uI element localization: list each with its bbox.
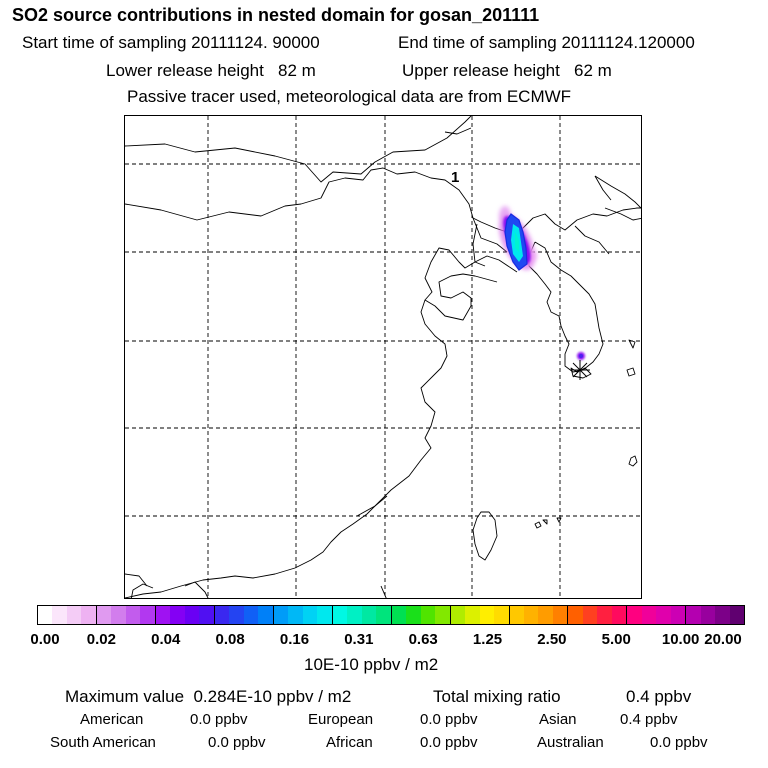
colorbar-swatch [332,606,348,624]
region-value: 0.0 ppbv [420,734,478,751]
colorbar-swatch [140,606,156,624]
region-name: Australian [537,734,604,751]
colorbar-swatch [420,606,436,624]
colorbar-swatch [376,606,392,624]
total-mixing-ratio-value: 0.4 ppbv [626,687,692,706]
colorbar-swatch [435,606,451,624]
region-value: 0.0 ppbv [420,711,478,728]
region-name: South American [50,734,156,751]
colorbar-swatch [700,606,716,624]
colorbar-swatch [229,606,244,624]
colorbar-swatch [361,606,377,624]
colorbar-swatch [656,606,671,624]
colorbar-swatch [715,606,730,624]
region-value: 0.0 ppbv [190,711,248,728]
colorbar-swatch [450,606,466,624]
colorbar-units: 10E-10 ppbv / m2 [304,655,439,674]
colorbar-swatch [96,606,112,624]
colorbar-tick-label: 0.63 [408,631,438,648]
region-value: 0.0 ppbv [650,734,708,751]
colorbar-swatch [552,606,569,624]
map-canvas: 1 [125,116,641,598]
colorbar-swatch [81,606,97,624]
colorbar-swatch [125,606,141,624]
colorbar-swatch [52,606,67,624]
colorbar-swatch [317,606,333,624]
colorbar-swatch [568,606,583,624]
colorbar-swatch [302,606,318,624]
colorbar-swatch [243,606,259,624]
so2-concentration-plume [499,206,585,360]
start-time-label: Start time of sampling 20111124. 90000 [22,33,320,52]
colorbar-swatch [406,606,421,624]
upper-release-height: Upper release height 62 m [402,61,612,80]
colorbar-swatch [273,606,289,624]
region-name: European [308,711,374,728]
colorbar-tick-label: 0.16 [279,631,310,648]
maximum-value: Maximum value 0.284E-10 ppbv / m2 [65,687,352,706]
colorbar-swatch [347,606,362,624]
colorbar-swatch [670,606,687,624]
region-name: Asian [539,711,577,728]
colorbar-swatch [582,606,598,624]
colorbar-swatch [66,606,82,624]
colorbar-tick-label: 0.08 [215,631,245,648]
lat-lon-grid [125,116,641,598]
gosan-site-marker [570,360,590,380]
colorbar-tick-label: 0.00 [30,631,60,648]
region-value: 0.4 ppbv [620,711,678,728]
colorbar-swatch [479,606,495,624]
colorbar-swatch [111,606,126,624]
coastlines-borders [125,116,641,598]
map-panel: 1 [124,115,642,599]
colorbar-swatch [465,606,480,624]
colorbar-tick-label: 5.00 [601,631,631,648]
colorbar-tick-label: 10.00 [661,631,700,648]
colorbar-swatch [170,606,185,624]
colorbar-tick-label: 0.31 [344,631,374,648]
plot-title: SO2 source contributions in nested domai… [12,5,540,25]
total-mixing-ratio-label: Total mixing ratio [433,687,561,706]
colorbar-swatch [686,606,701,624]
colorbar [37,605,745,625]
region-name: African [326,734,373,751]
colorbar-swatch [288,606,303,624]
colorbar-swatch [538,606,553,624]
colorbar-tick-label: 0.02 [86,631,116,648]
colorbar-tick-label: 20.00 [704,631,742,648]
colorbar-swatch [611,606,628,624]
colorbar-swatch [494,606,510,624]
tracer-note: Passive tracer used, meteorological data… [127,87,572,106]
end-time-label: End time of sampling 20111124.120000 [398,33,695,52]
colorbar-tick-label: 0.04 [151,631,181,648]
colorbar-swatch [184,606,200,624]
colorbar-swatch [38,606,53,624]
colorbar-swatch [391,606,407,624]
lower-release-height: Lower release height 82 m [106,61,316,80]
region-name: American [80,711,144,728]
region-value: 0.0 ppbv [208,734,266,751]
colorbar-tick-label: 1.25 [472,631,503,648]
colorbar-swatch [523,606,539,624]
colorbar-tick-label: 2.50 [537,631,567,648]
colorbar-swatch [729,606,745,624]
colorbar-swatch [509,606,524,624]
colorbar-swatch [641,606,657,624]
colorbar-swatch [199,606,215,624]
site-number-label: 1 [451,169,459,186]
colorbar-swatch [214,606,230,624]
colorbar-swatch [597,606,612,624]
colorbar-swatch [155,606,171,624]
colorbar-swatch [258,606,274,624]
colorbar-swatch [627,606,642,624]
